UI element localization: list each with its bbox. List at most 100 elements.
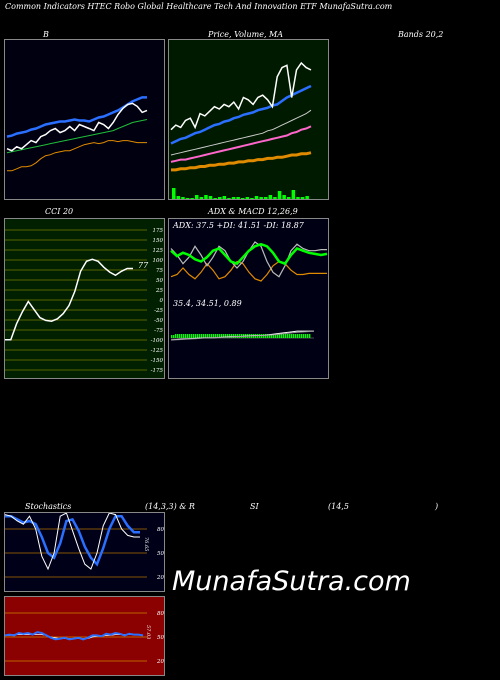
bands-chart [6,96,148,172]
rsi-close-paren: ) [435,502,439,511]
cci-tick-label: -125 [151,348,164,354]
bands-lower-line [7,140,147,172]
bands-price-line [6,102,148,152]
macd-hist-bar [229,334,231,338]
volume-bar [181,197,185,199]
macd-hist-bar [291,334,293,338]
macd-hist-bar [219,334,221,338]
rsi-tick-label: 20 [156,659,164,665]
ma-100-line [170,109,312,156]
macd-hist-bar [309,334,311,338]
volume-bar [213,198,217,199]
macd-hist-bar [293,334,295,338]
volume-bar [241,198,245,199]
volume-bar [254,196,259,199]
cci-tick-label: 175 [153,228,164,234]
macd-hist-bar [217,334,219,338]
cci-tick-label: 0 [160,298,164,304]
cci-panel: 175 150 125 100 75 50 25 0 -25 -50 -75 -100 -125 -150… [4,218,165,379]
rsi-tick-label: 80 [157,611,164,617]
macd-hist-bar [297,334,299,338]
macd-hist-bar [207,334,209,338]
macd-hist-bar [269,334,271,338]
macd-hist-bar [307,334,309,338]
volume-bar [176,196,181,199]
macd-hist-bar [171,335,173,338]
macd-hist-bar [305,334,307,338]
macd-hist-bar [235,334,237,338]
cci-tick-label: 25 [155,288,163,294]
volume-bar [250,198,254,199]
watermark: MunafaSutra.com [172,566,411,597]
cci-label: CCI 20 [45,207,74,216]
volume-bar [273,197,277,199]
macd-hist-bar [231,334,233,338]
volume-bar [199,197,204,199]
bands-upper-line [6,119,148,154]
stoch-d-line [5,514,140,567]
macd-hist-bar [191,334,193,338]
stoch-tick-label: 20 [156,575,164,581]
adx-line [170,242,328,266]
macd-hist-bar [187,334,189,338]
cci-tick-label: -75 [154,328,163,334]
macd-hist-bar [185,334,187,338]
price-chart [170,61,312,199]
rsi-tick-label: 50 [157,635,164,641]
cci-tick-label: 125 [153,248,164,254]
cci-tick-label: 50 [156,278,163,284]
macd-hist-bar [275,334,277,338]
macd-hist-bar [195,334,197,338]
rsi-chart: 80 50 20 57.03 [5,611,164,665]
adx-label: ADX & MACD 12,26,9 [208,207,298,216]
rsi-params-label: (14,5 [328,502,349,511]
macd-hist-bar [223,334,225,338]
macd-hist-bar [283,334,285,338]
volume-bar [277,191,282,199]
volume-bar [305,196,309,199]
macd-hist-bar [265,334,267,338]
volume-bar [264,197,268,199]
macd-hist-bar [181,334,183,338]
macd-hist-bar [173,335,175,338]
rsi-panel: 80 50 20 57.03 [4,596,165,676]
stoch-chart: 80 50 20 76.65 [5,513,164,581]
volume-bar [282,195,286,199]
price-panel [168,39,329,200]
macd-hist-bar [237,334,239,338]
volume-bar [259,197,263,199]
macd-hist-bar [193,334,195,338]
macd-hist-bar [201,334,203,338]
macd-hist-bar [285,334,287,338]
macd-hist-bar [287,334,289,338]
ma-long-line [171,151,312,172]
macd-hist-bar [221,334,223,338]
stoch-k-line [5,513,140,571]
macd-hist-bar [199,334,201,338]
cci-tick-label: 75 [156,268,163,274]
macd-values-label: 35.4, 34.51, 0.89 [173,299,242,308]
volume-bar [172,188,176,199]
stoch-tick-label: 50 [157,551,164,557]
volume-bar [287,197,291,199]
macd-hist-bar [189,334,191,338]
volume-bar [227,198,231,199]
macd-hist-bar [179,334,181,338]
minus-di-line [170,260,327,282]
volume-bar [300,197,305,199]
macd-hist-bar [277,334,279,338]
stoch-label: Stochastics [25,502,72,511]
rsi-line [5,631,144,641]
macd-hist-bar [301,334,303,338]
volume-bar [204,195,208,199]
price-line [170,61,312,131]
macd-hist-bar [205,334,207,338]
rsi-last-label: 57.03 [145,625,151,639]
macd-hist-bar [279,334,281,338]
macd-hist-bar [281,334,283,338]
cci-tick-label: -25 [154,308,163,314]
chart-header-title: Common Indicators HTEC Robo Global Healt… [5,2,393,11]
volume-bar [208,196,213,199]
macd-hist-bar [227,334,229,338]
volume-bar [185,198,190,199]
